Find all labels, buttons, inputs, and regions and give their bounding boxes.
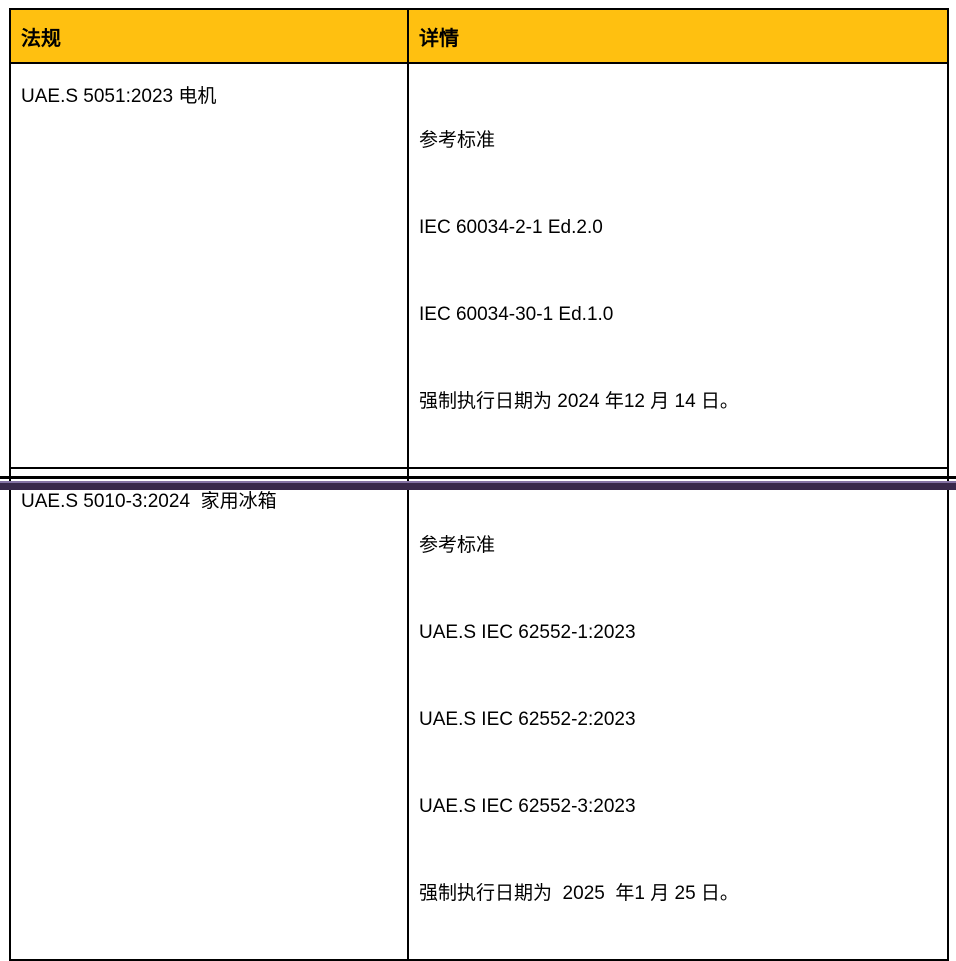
detail-line: 强制执行日期为 2025 年1 月 25 日。 — [419, 883, 739, 904]
detail-line: 参考标准 — [419, 130, 496, 151]
table-row: UAE.S 5051:2023 电机 参考标准 IEC 60034-2-1 Ed… — [9, 62, 949, 469]
column-header-regulation: 法规 — [9, 8, 409, 64]
detail-line: UAE.S IEC 62552-2:2023 — [419, 709, 636, 730]
detail-line: 参考标准 — [419, 535, 496, 556]
detail-line: UAE.S IEC 62552-3:2023 — [419, 796, 636, 817]
detail-line: 强制执行日期为 2024 年12 月 14 日。 — [419, 391, 739, 412]
column-header-details: 详情 — [407, 8, 949, 64]
table-row: UAE.S 5010-3:2024 家用冰箱 参考标准 UAE.S IEC 62… — [9, 467, 949, 961]
footer-accent-bar — [0, 481, 956, 490]
table-bottom-rule — [0, 476, 956, 479]
detail-line: IEC 60034-30-1 Ed.1.0 — [419, 304, 614, 325]
regulation-details: 参考标准 IEC 60034-2-1 Ed.2.0 IEC 60034-30-1… — [407, 62, 949, 469]
detail-line: IEC 60034-2-1 Ed.2.0 — [419, 217, 603, 238]
regulation-name: UAE.S 5051:2023 电机 — [9, 62, 409, 469]
regulation-name: UAE.S 5010-3:2024 家用冰箱 — [9, 467, 409, 961]
table-header-row: 法规 详情 — [9, 8, 949, 64]
detail-line: UAE.S IEC 62552-1:2023 — [419, 622, 636, 643]
regulation-details: 参考标准 UAE.S IEC 62552-1:2023 UAE.S IEC 62… — [407, 467, 949, 961]
regulations-document: 法规 详情 UAE.S 5051:2023 电机 参考标准 IEC 60034-… — [0, 8, 956, 961]
